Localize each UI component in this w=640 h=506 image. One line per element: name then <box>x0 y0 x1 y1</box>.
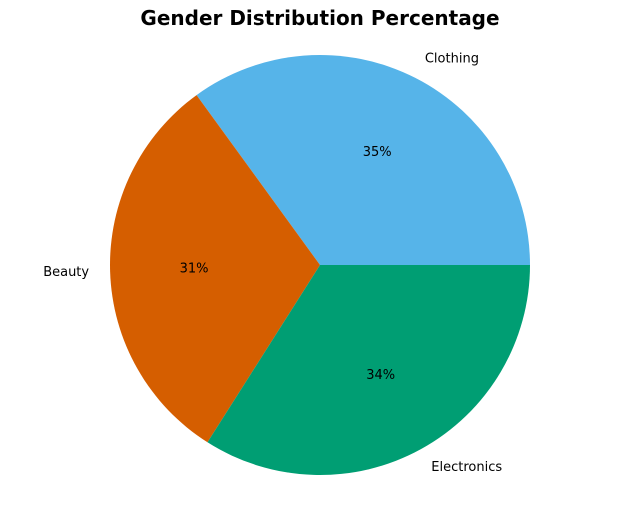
pie-slice-electronics <box>207 265 531 475</box>
pie-slice-clothing <box>196 55 530 265</box>
slice-pct-label-electronics: 34% <box>366 368 395 383</box>
slice-label-clothing: Clothing <box>425 52 479 67</box>
slice-label-beauty: Beauty <box>43 265 89 280</box>
slice-label-electronics: Electronics <box>431 460 502 475</box>
slice-pct-label-clothing: 35% <box>363 145 392 160</box>
slice-pct-label-beauty: 31% <box>180 261 209 276</box>
chart-title: Gender Distribution Percentage <box>140 6 500 30</box>
pie-slice-beauty <box>110 95 320 443</box>
